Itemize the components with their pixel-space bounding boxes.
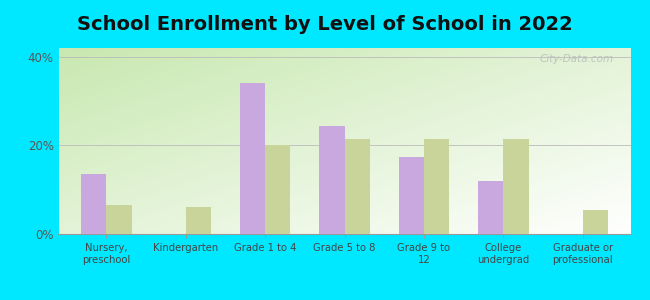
Bar — [503, 139, 529, 234]
Bar — [398, 157, 424, 234]
Bar — [265, 146, 291, 234]
Bar — [424, 139, 449, 234]
Bar — [106, 205, 131, 234]
Text: City-Data.com: City-Data.com — [540, 54, 614, 64]
Bar — [583, 210, 608, 234]
Bar — [186, 207, 211, 234]
Text: School Enrollment by Level of School in 2022: School Enrollment by Level of School in … — [77, 15, 573, 34]
Bar — [478, 181, 503, 234]
Bar — [344, 139, 370, 234]
Bar — [240, 83, 265, 234]
Bar — [81, 174, 106, 234]
Bar — [319, 125, 344, 234]
